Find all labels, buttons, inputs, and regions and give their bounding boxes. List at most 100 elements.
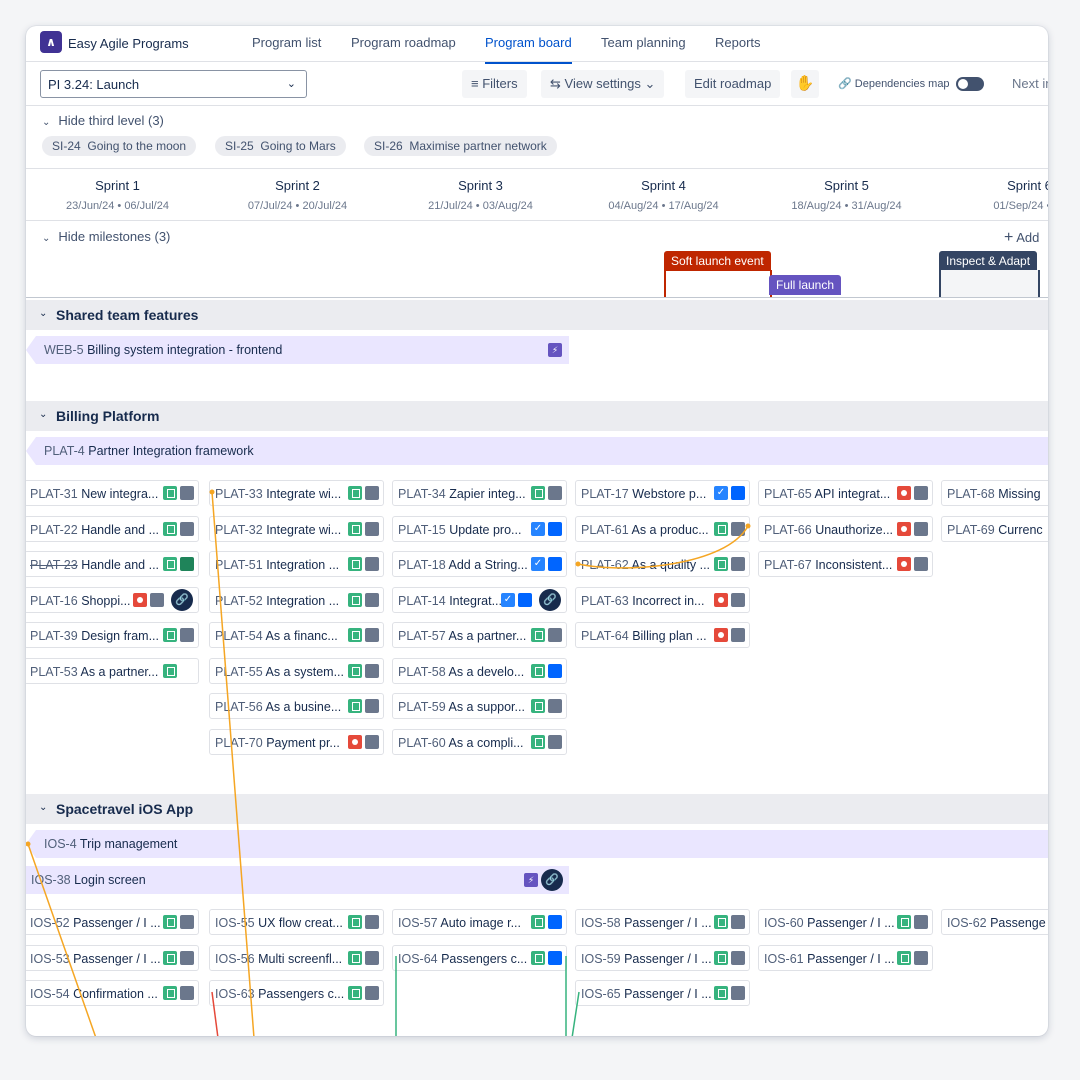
issue-card-plat-14[interactable]: PLAT-14 Integrat... ✓ 🔗 — [392, 586, 567, 613]
issue-card-plat-54[interactable]: PLAT-54 As a financ... — [209, 622, 384, 648]
issue-card-plat-59[interactable]: PLAT-59 As a suppor... — [392, 693, 567, 719]
chip-key: SI-24 — [52, 139, 81, 153]
issue-card-plat-55[interactable]: PLAT-55 As a system... — [209, 657, 384, 684]
issue-card-plat-60[interactable]: PLAT-60 As a compli... — [392, 728, 567, 755]
issue-key: PLAT-66 — [764, 522, 812, 537]
feature-ios-4[interactable]: IOS-4 Trip management — [26, 830, 1048, 858]
add-milestone-button[interactable]: + Add — [1004, 229, 1039, 247]
issue-card-plat-18[interactable]: PLAT-18 Add a String... ✓ — [392, 551, 567, 577]
chevron-down-icon: ⌄ — [286, 78, 296, 90]
feature-ios-38[interactable]: IOS-38 Login screen ⚡ 🔗 — [26, 866, 569, 894]
story-icon — [348, 521, 362, 536]
issue-card-ios-52[interactable]: IOS-52 Passenger / I ... — [26, 909, 199, 935]
issue-card-plat-17[interactable]: PLAT-17 Webstore p... ✓ — [575, 480, 750, 506]
nav-program-list[interactable]: Program list — [252, 35, 322, 50]
issue-card-ios-54[interactable]: IOS-54 Confirmation ... — [26, 980, 199, 1006]
nav-team-planning[interactable]: Team planning — [601, 35, 686, 50]
issue-card-plat-53[interactable]: PLAT-53 As a partner... — [26, 657, 199, 684]
issue-title: Integration ... — [262, 558, 340, 572]
issue-title: Billing plan ... — [628, 629, 707, 643]
issue-card-ios-62[interactable]: IOS-62 Passenge — [941, 909, 1048, 935]
issue-card-ios-53[interactable]: IOS-53 Passenger / I ... — [26, 944, 199, 971]
issue-card-plat-67[interactable]: PLAT-67 Inconsistent... — [758, 551, 933, 577]
issue-title: Currenc — [994, 522, 1043, 537]
issue-card-plat-62[interactable]: PLAT-62 As a quality ... — [575, 551, 750, 577]
issue-card-plat-58[interactable]: PLAT-58 As a develo... — [392, 657, 567, 684]
hand-icon[interactable]: ✋ — [791, 70, 819, 98]
issue-card-ios-56[interactable]: IOS-56 Multi screenfl... — [209, 944, 384, 971]
issue-card-plat-51[interactable]: PLAT-51 Integration ... — [209, 551, 384, 577]
link-icon[interactable]: 🔗 — [539, 588, 561, 611]
chip-si-24[interactable]: SI-24 Going to the moon — [42, 136, 197, 156]
issue-card-plat-16[interactable]: PLAT-16 Shoppi... 🔗 — [26, 586, 199, 613]
feature-web-5[interactable]: WEB-5 Billing system integration - front… — [26, 336, 569, 364]
issue-card-plat-56[interactable]: PLAT-56 As a busine... — [209, 693, 384, 719]
issue-card-plat-65[interactable]: PLAT-65 API integrat... — [758, 480, 933, 506]
issue-card-ios-65[interactable]: IOS-65 Passenger / I ... — [575, 980, 750, 1006]
issue-card-plat-22[interactable]: PLAT-22 Handle and ... — [26, 515, 199, 542]
issue-card-plat-23[interactable]: PLAT-23 Handle and ... — [26, 551, 199, 577]
issue-card-ios-58[interactable]: IOS-58 Passenger / I ... — [575, 909, 750, 935]
issue-key: PLAT-58 — [398, 664, 446, 679]
status-todo-icon — [914, 486, 928, 500]
link-icon[interactable]: 🔗 — [171, 588, 193, 611]
story-icon — [531, 486, 545, 500]
nav-program-board[interactable]: Program board — [485, 35, 572, 64]
link-icon[interactable]: 🔗 — [541, 869, 563, 891]
issue-card-plat-69[interactable]: PLAT-69 Currenc — [941, 515, 1048, 542]
status-in-progress-icon — [548, 557, 562, 571]
issue-key: PLAT-17 — [581, 487, 629, 501]
edit-roadmap-button[interactable]: Edit roadmap — [685, 70, 781, 98]
issue-card-plat-52[interactable]: PLAT-52 Integration ... — [209, 586, 384, 613]
issue-card-ios-63[interactable]: IOS-63 Passengers c... — [209, 980, 384, 1006]
team-billing-platform[interactable]: ⌄ Billing Platform — [26, 401, 1048, 431]
dependencies-map-toggle[interactable]: 🔗 Dependencies map — [838, 77, 984, 92]
team-shared-features[interactable]: ⌄ Shared team features — [26, 300, 1048, 330]
hide-third-level[interactable]: ⌄ Hide third level (3) — [42, 113, 164, 128]
team-spacetravel-ios[interactable]: ⌄ Spacetravel iOS App — [26, 794, 1048, 824]
hide-milestones[interactable]: ⌄ Hide milestones (3) — [42, 229, 170, 244]
issue-card-plat-33[interactable]: PLAT-33 Integrate wi... — [209, 480, 384, 506]
milestone-inspect-adapt[interactable]: Inspect & Adapt — [939, 251, 1038, 271]
pi-select[interactable]: PI 3.24: Launch ⌄ — [40, 70, 307, 98]
issue-card-ios-60[interactable]: IOS-60 Passenger / I ... — [758, 909, 933, 935]
issue-title: As a compli... — [445, 735, 524, 750]
bug-icon — [897, 486, 911, 500]
next-button[interactable]: Next in — [1012, 76, 1048, 91]
issue-card-plat-39[interactable]: PLAT-39 Design fram... — [26, 622, 199, 648]
feature-title: Partner Integration framework — [88, 444, 254, 458]
story-icon — [531, 663, 545, 678]
toggle-switch[interactable] — [955, 77, 984, 92]
issue-title: Confirmation ... — [69, 987, 158, 1001]
issue-card-plat-64[interactable]: PLAT-64 Billing plan ... — [575, 622, 750, 648]
issue-card-plat-57[interactable]: PLAT-57 As a partner... — [392, 622, 567, 648]
view-settings-button[interactable]: ⇆ View settings ⌄ — [541, 70, 665, 98]
milestone-soft-launch[interactable]: Soft launch event — [664, 251, 771, 271]
chip-title: Going to the moon — [87, 139, 187, 153]
issue-card-plat-31[interactable]: PLAT-31 New integra... — [26, 480, 199, 506]
issue-card-plat-70[interactable]: PLAT-70 Payment pr... — [209, 728, 384, 755]
issue-card-plat-63[interactable]: PLAT-63 Incorrect in... — [575, 586, 750, 613]
milestone-full-launch[interactable]: Full launch — [769, 275, 842, 295]
nav-program-roadmap[interactable]: Program roadmap — [351, 35, 456, 50]
hide-milestones-label: Hide milestones (3) — [58, 229, 171, 244]
chip-si-25[interactable]: SI-25 Going to Mars — [215, 136, 346, 156]
issue-card-plat-68[interactable]: PLAT-68 Missing — [941, 480, 1048, 506]
sprint-name: Sprint 5 — [824, 178, 869, 193]
issue-card-plat-15[interactable]: PLAT-15 Update pro... ✓ — [392, 515, 567, 542]
chip-si-26[interactable]: SI-26 Maximise partner network — [364, 136, 557, 156]
issue-card-ios-64[interactable]: IOS-64 Passengers c... — [392, 944, 567, 971]
issue-card-ios-59[interactable]: IOS-59 Passenger / I ... — [575, 944, 750, 971]
feature-plat-4[interactable]: PLAT-4 Partner Integration framework — [26, 437, 1048, 465]
issue-card-plat-66[interactable]: PLAT-66 Unauthorize... — [758, 515, 933, 542]
issue-card-ios-57[interactable]: IOS-57 Auto image r... — [392, 909, 567, 935]
issue-card-plat-34[interactable]: PLAT-34 Zapier integ... — [392, 480, 567, 506]
issue-card-plat-32[interactable]: PLAT-32 Integrate wi... — [209, 515, 384, 542]
issue-key: PLAT-59 — [398, 700, 446, 714]
issue-card-plat-61[interactable]: PLAT-61 As a produc... — [575, 515, 750, 542]
nav-reports[interactable]: Reports — [715, 35, 761, 50]
filters-button[interactable]: ≡ Filters — [462, 70, 527, 98]
issue-card-ios-61[interactable]: IOS-61 Passenger / I ... — [758, 944, 933, 971]
status-todo-icon — [731, 592, 745, 607]
feature-title: Trip management — [79, 837, 178, 851]
